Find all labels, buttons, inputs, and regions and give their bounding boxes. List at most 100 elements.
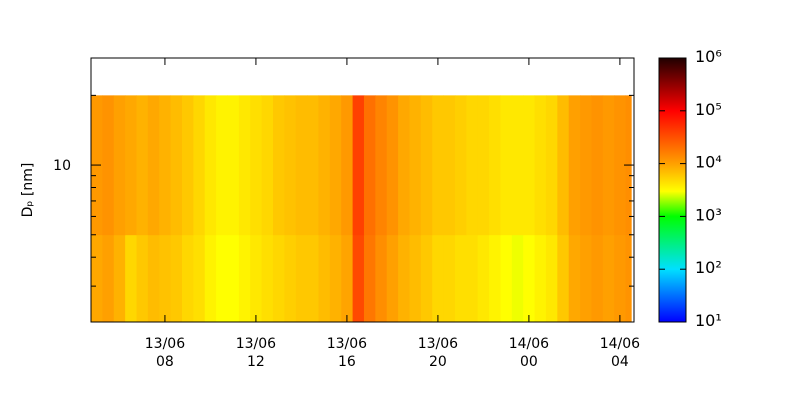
heatmap-cell: [489, 95, 501, 236]
heatmap-cell: [625, 234, 632, 323]
heatmap-cell: [159, 234, 172, 323]
heatmap-cell: [443, 234, 456, 323]
heatmap-cell: [250, 95, 263, 236]
heatmap-cell: [329, 234, 342, 323]
plot-frame: [90, 57, 635, 323]
x-tick-label: 13/06 12: [236, 336, 276, 370]
colorbar: [658, 57, 687, 323]
heatmap-cell: [227, 95, 240, 236]
heatmap-cell: [102, 234, 115, 323]
heatmap-cell: [386, 234, 399, 323]
colorbar-tick-label: 10³: [695, 205, 722, 224]
heatmap-cell: [602, 95, 615, 236]
heatmap-cell: [614, 95, 626, 236]
colorbar-tick-label: 10²: [695, 258, 722, 277]
heatmap-cell: [125, 95, 137, 236]
heatmap-cell: [125, 234, 137, 323]
heatmap-cell: [318, 234, 331, 323]
heatmap-cell: [113, 234, 126, 323]
heatmap-cell: [238, 234, 251, 323]
heatmap-cell: [216, 234, 228, 323]
heatmap-cell: [398, 95, 410, 236]
heatmap-cell: [363, 234, 376, 323]
heatmap-cell: [580, 234, 592, 323]
heatmap-cell: [170, 95, 183, 236]
heatmap-cell: [341, 234, 354, 323]
heatmap-cell: [580, 95, 592, 236]
heatmap-cell: [466, 234, 479, 323]
heatmap-cell: [409, 234, 422, 323]
colorbar-tick-label: 10⁴: [695, 153, 722, 172]
heatmap-cell: [511, 234, 524, 323]
heatmap-cell: [272, 234, 285, 323]
x-tick-label: 14/06 00: [509, 336, 549, 370]
heatmap-cell: [170, 234, 183, 323]
y-axis-label: Dₚ [nm]: [20, 163, 36, 218]
heatmap-cell: [545, 234, 558, 323]
heatmap-cell: [602, 234, 615, 323]
heatmap-cell: [261, 234, 274, 323]
x-tick-label: 13/06 08: [145, 336, 185, 370]
heatmap-cell: [477, 95, 490, 236]
heatmap-cell: [454, 95, 467, 236]
heatmap-cell: [557, 95, 570, 236]
heatmap-cell: [511, 95, 524, 236]
heatmap-cell: [398, 234, 410, 323]
heatmap-cell: [591, 234, 604, 323]
heatmap-cell: [591, 95, 604, 236]
heatmap-cell: [614, 234, 626, 323]
heatmap-cell: [523, 95, 535, 236]
heatmap-cell: [454, 234, 467, 323]
heatmap-cell: [557, 234, 570, 323]
y-tick-label: 10: [53, 158, 71, 174]
heatmap-cell: [204, 234, 217, 323]
colorbar-tick-label: 10⁶: [695, 47, 722, 66]
heatmap-cell: [318, 95, 331, 236]
heatmap-cell: [500, 95, 513, 236]
heatmap-cell: [193, 234, 206, 323]
heatmap-cell: [136, 95, 149, 236]
heatmap-cell: [250, 234, 263, 323]
heatmap-cell: [284, 95, 297, 236]
heatmap-cell: [375, 234, 388, 323]
heatmap-cell: [534, 234, 547, 323]
heatmap-cell: [363, 95, 376, 236]
heatmap-cell: [284, 234, 297, 323]
heatmap-cell: [489, 234, 501, 323]
heatmap-cell: [181, 95, 194, 236]
heatmap-cell: [272, 95, 285, 236]
heatmap-cell: [568, 234, 581, 323]
heatmap-cell: [352, 95, 365, 236]
heatmap-cell: [352, 234, 365, 323]
heatmap-cell: [420, 234, 433, 323]
heatmap-cell: [420, 95, 433, 236]
heatmap-cell: [432, 95, 444, 236]
heatmap-cell: [307, 234, 319, 323]
heatmap-cell: [147, 234, 160, 323]
colorbar-tick-label: 10⁵: [695, 100, 722, 119]
heatmap-cell: [227, 234, 240, 323]
heatmap-cell: [193, 95, 206, 236]
heatmap-cell: [91, 234, 103, 323]
heatmap-cell: [568, 95, 581, 236]
heatmap-cell: [113, 95, 126, 236]
heatmap-cell: [216, 95, 228, 236]
colorbar-tick-label: 10¹: [695, 311, 722, 330]
x-tick-label: 13/06 20: [418, 336, 458, 370]
heatmap-cell: [136, 234, 149, 323]
heatmap-cell: [147, 95, 160, 236]
heatmap-cell: [545, 95, 558, 236]
heatmap-cell: [307, 95, 319, 236]
heatmap-cell: [477, 234, 490, 323]
heatmap-cell: [432, 234, 444, 323]
heatmap-cell: [295, 234, 308, 323]
heatmap-cell: [375, 95, 388, 236]
heatmap-cell: [181, 234, 194, 323]
heatmap-cell: [534, 95, 547, 236]
heatmap-cell: [341, 95, 354, 236]
heatmap-cell: [500, 234, 513, 323]
heatmap-cell: [329, 95, 342, 236]
heatmap-cell: [261, 95, 274, 236]
x-tick-label: 13/06 16: [327, 336, 367, 370]
